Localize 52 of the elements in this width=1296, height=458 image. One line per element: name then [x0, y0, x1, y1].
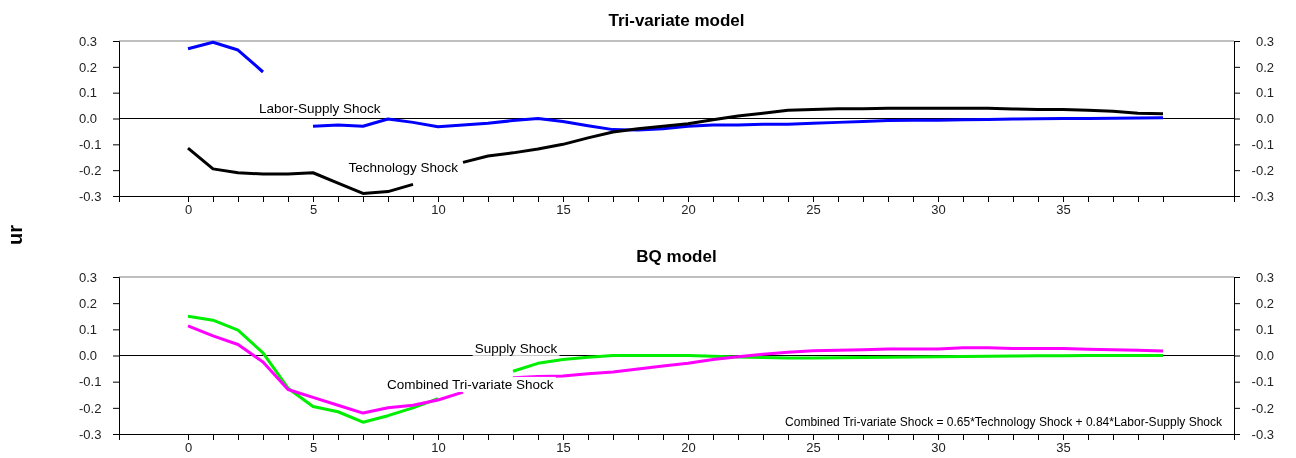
x-tick-label: 10: [431, 202, 446, 218]
y2-tick-label: 0.0: [1255, 111, 1274, 127]
x-tick-label: 0: [184, 202, 193, 218]
y2-tick-label: -0.3: [1251, 188, 1274, 204]
annotation: Combined Tri-variate Shock = 0.65*Technology Shock + 0.84*Labor-Supply Shock: [785, 415, 1223, 429]
x-tick-label: 35: [1056, 202, 1071, 218]
x-tick-label: 25: [806, 440, 821, 456]
y-tick-label: 0.3: [79, 269, 98, 285]
x-tick-label: 25: [806, 202, 821, 218]
y-tick-label: -0.1: [79, 136, 102, 152]
y-tick-label: 0.2: [79, 295, 98, 311]
y-tick-label: 0.1: [79, 85, 98, 101]
y2-tick-label: 0.3: [1255, 33, 1274, 49]
chart-title: Tri-variate model: [608, 11, 745, 30]
x-tick-label: 30: [931, 440, 946, 456]
y2-tick-label: 0.0: [1255, 348, 1274, 364]
x-tick-label: 30: [931, 202, 946, 218]
x-tick-label: 35: [1056, 440, 1071, 456]
y-tick-label: -0.2: [79, 400, 102, 416]
y2-tick-label: -0.1: [1251, 136, 1274, 152]
y2-tick-label: 0.3: [1255, 269, 1274, 285]
y-tick-label: 0.0: [79, 348, 98, 364]
x-tick-label: 15: [556, 440, 571, 456]
y-axis-title: ur: [4, 224, 26, 245]
y-tick-label: 0.3: [79, 33, 98, 49]
series-label: Combined Tri-variate Shock: [386, 376, 554, 392]
y-tick-label: -0.1: [79, 374, 102, 390]
y2-tick-label: -0.2: [1251, 400, 1274, 416]
x-tick-label: 15: [556, 202, 571, 218]
x-tick-label: 0: [184, 440, 193, 456]
y2-tick-label: -0.1: [1251, 374, 1274, 390]
y-tick-label: 0.1: [79, 321, 98, 337]
x-tick-label: 20: [681, 440, 696, 456]
x-tick-label: 10: [431, 440, 446, 456]
y2-tick-label: -0.3: [1251, 426, 1274, 442]
x-tick-label: 20: [681, 202, 696, 218]
series-label: Supply Shock: [474, 340, 558, 356]
y2-tick-label: 0.2: [1255, 59, 1274, 75]
y2-tick-label: 0.2: [1255, 295, 1274, 311]
series-label: Labor-Supply Shock: [258, 100, 381, 116]
y2-tick-label: -0.2: [1251, 162, 1274, 178]
y2-tick-label: 0.1: [1255, 321, 1274, 337]
y-tick-label: -0.2: [79, 162, 102, 178]
y-tick-label: 0.2: [79, 59, 98, 75]
y-tick-label: -0.3: [79, 188, 102, 204]
y-tick-label: 0.0: [79, 111, 98, 127]
chart-title: BQ model: [636, 247, 717, 266]
y-tick-label: -0.3: [79, 426, 102, 442]
y2-tick-label: 0.1: [1255, 85, 1274, 101]
x-tick-label: 5: [309, 202, 318, 218]
series-label: Technology Shock: [348, 159, 459, 175]
x-tick-label: 5: [309, 440, 318, 456]
